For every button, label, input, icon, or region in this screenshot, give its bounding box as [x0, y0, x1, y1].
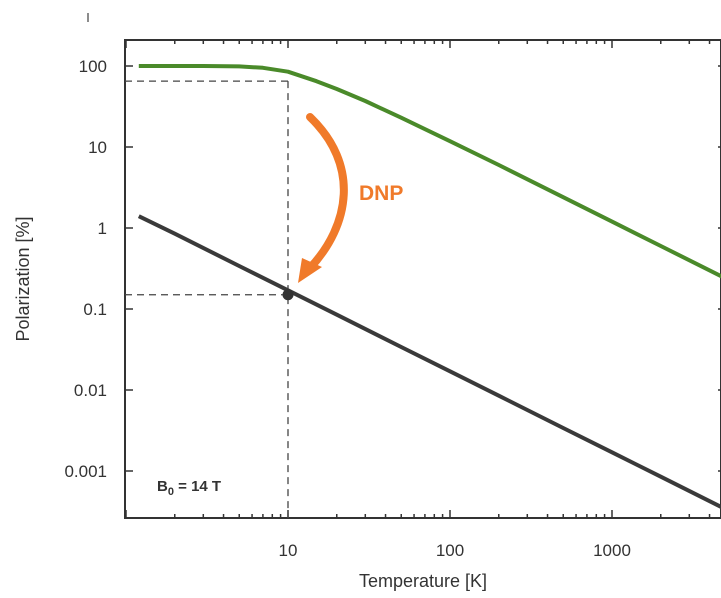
series-line-electron — [138, 64, 721, 279]
field-label-value: = 14 T — [174, 478, 221, 495]
dnp-arrow — [306, 113, 348, 272]
y-tick-label: 0.001 — [64, 462, 107, 481]
series-line-nuclear — [137, 214, 721, 510]
dnp-label: DNP — [359, 182, 403, 205]
reference-point — [282, 289, 294, 301]
y-tick-label: 0.01 — [74, 381, 107, 400]
plot-frame — [124, 39, 721, 519]
axis-tick-labels: 10 100 1000 100 10 1 0.1 0.01 0.001 — [64, 57, 630, 560]
field-label: B0 = 14 T — [157, 478, 221, 498]
field-label-b: B — [157, 478, 168, 495]
axis-ticks — [125, 40, 721, 518]
x-tick-label: 100 — [436, 541, 464, 560]
x-tick-label: 1000 — [593, 541, 631, 560]
x-axis-title: Temperature [K] — [359, 571, 487, 591]
y-tick-label: 100 — [79, 57, 107, 76]
y-tick-label: 10 — [88, 138, 107, 157]
dnp-arrowhead — [298, 258, 322, 283]
x-tick-label: 10 — [279, 541, 298, 560]
field-label-subscript: 0 — [168, 486, 174, 498]
y-tick-label: 1 — [98, 219, 107, 238]
reference-lines — [125, 80, 289, 518]
y-tick-label: 0.1 — [83, 300, 107, 319]
y-axis-title: Polarization [%] — [13, 216, 33, 341]
